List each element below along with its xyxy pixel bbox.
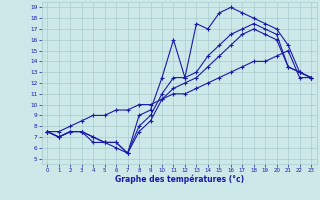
X-axis label: Graphe des températures (°c): Graphe des températures (°c) — [115, 175, 244, 184]
